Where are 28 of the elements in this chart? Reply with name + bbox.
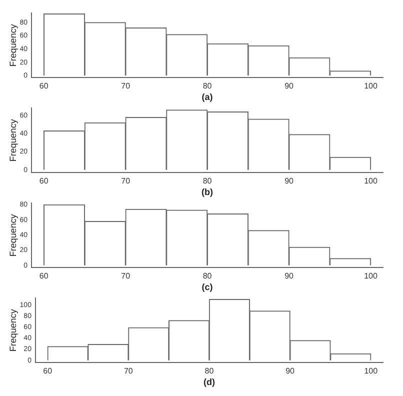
x-tick-label: 80 <box>204 366 214 376</box>
x-tick-label: 70 <box>121 272 131 281</box>
x-tick-label: 70 <box>124 366 134 376</box>
x-axis-title: (b) <box>202 187 214 198</box>
x-tick-label: 90 <box>286 366 296 376</box>
x-tick-label: 100 <box>364 82 378 91</box>
x-tick-label: 90 <box>284 176 294 186</box>
x-tick-label: 80 <box>202 272 212 281</box>
y-axis-title: Frequency <box>8 214 18 257</box>
y-axis-title: Frequency <box>8 24 18 67</box>
x-tick-label: 80 <box>202 176 212 186</box>
x-tick-label: 100 <box>364 176 378 186</box>
x-tick-label: 90 <box>284 272 294 281</box>
x-tick-label: 70 <box>121 176 131 186</box>
x-tick-label: 60 <box>39 176 49 186</box>
x-tick-label: 60 <box>39 82 49 91</box>
x-axis-title: (d) <box>203 377 215 388</box>
x-tick-label: 100 <box>364 366 378 376</box>
y-axis-title: Frequency <box>8 118 18 162</box>
x-axis-title: (c) <box>202 282 213 292</box>
x-tick-label: 60 <box>39 272 49 281</box>
x-axis-title: (a) <box>202 92 213 102</box>
x-tick-label: 60 <box>43 366 53 376</box>
y-axis-title: Frequency <box>8 308 18 352</box>
x-tick-label: 80 <box>202 82 212 91</box>
x-tick-label: 100 <box>364 272 378 281</box>
x-tick-label: 90 <box>284 82 294 91</box>
x-tick-label: 70 <box>121 82 131 91</box>
